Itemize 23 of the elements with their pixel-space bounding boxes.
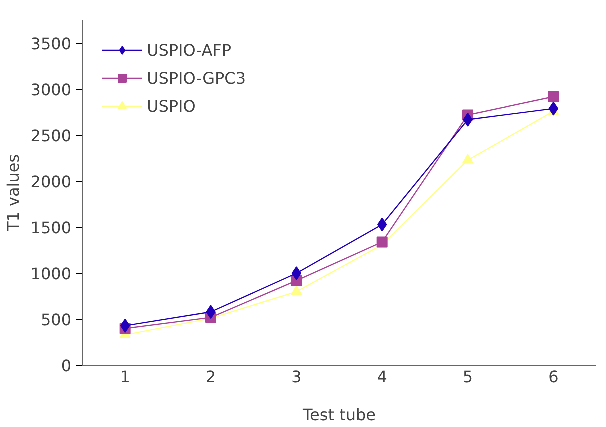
point bbox=[548, 91, 560, 102]
x-tick-label: 4 bbox=[377, 368, 388, 386]
x-tick-label: 1 bbox=[120, 368, 130, 386]
y-tick-label: 2500 bbox=[30, 126, 72, 146]
legend-label: USPIO bbox=[147, 96, 196, 116]
x-tick-label: 2 bbox=[206, 368, 216, 386]
y-tick-label: 3000 bbox=[30, 80, 72, 100]
y-tick-label: 0 bbox=[61, 356, 72, 376]
x-axis-title: Test tube bbox=[302, 406, 376, 424]
point bbox=[292, 266, 302, 280]
y-tick-label: 1500 bbox=[30, 218, 72, 238]
point bbox=[462, 154, 474, 164]
y-tick-label: 3500 bbox=[30, 34, 72, 54]
legend-label: USPIO-AFP bbox=[147, 40, 232, 60]
x-tick-label: 3 bbox=[292, 368, 302, 386]
point bbox=[291, 286, 302, 296]
y-tick-label: 1000 bbox=[30, 264, 72, 284]
legend-label: USPIO-GPC3 bbox=[147, 68, 246, 88]
y-axis-title: T1 values bbox=[4, 154, 23, 233]
y-tick-label: 500 bbox=[40, 310, 72, 330]
x-tick-label: 5 bbox=[462, 368, 474, 386]
y-tick-label: 2000 bbox=[30, 172, 72, 192]
x-tick-label: 6 bbox=[548, 368, 559, 386]
